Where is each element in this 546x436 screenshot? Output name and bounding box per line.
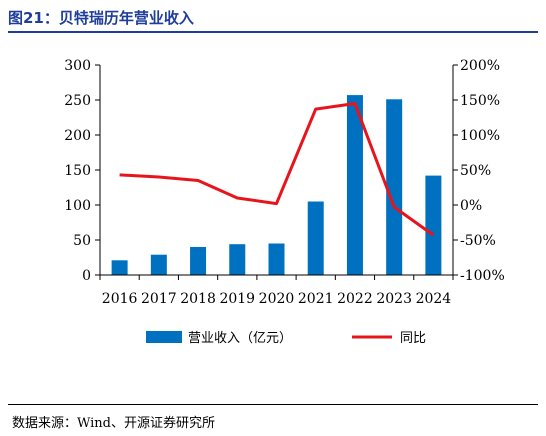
- revenue-bar: [307, 201, 324, 275]
- footer-divider: [8, 404, 538, 405]
- x-tick-label: 2024: [416, 291, 452, 307]
- x-tick-label: 2016: [102, 291, 138, 307]
- left-tick-label: 0: [82, 268, 91, 284]
- x-tick-label: 2018: [180, 291, 216, 307]
- legend: 营业收入（亿元） 同比: [146, 331, 426, 346]
- title-divider: [8, 31, 538, 33]
- right-tick-label: 0%: [460, 198, 482, 214]
- revenue-bar: [150, 254, 167, 275]
- revenue-bar: [268, 243, 285, 275]
- left-tick-label: 300: [64, 58, 91, 74]
- left-tick-label: 150: [64, 163, 91, 179]
- right-tick-label: 50%: [460, 163, 491, 179]
- left-tick-label: 50: [73, 233, 91, 249]
- revenue-bar: [425, 175, 442, 275]
- right-tick-label: 200%: [460, 58, 500, 74]
- legend-bar-swatch: [146, 331, 182, 343]
- legend-bar-label: 营业收入（亿元）: [188, 331, 292, 346]
- x-tick-label: 2020: [259, 291, 295, 307]
- x-tick-label: 2023: [376, 291, 412, 307]
- left-tick-label: 250: [64, 93, 91, 109]
- revenue-bar: [111, 260, 128, 275]
- revenue-bar: [386, 99, 403, 275]
- chart-title: 图21：贝特瑞历年营业收入: [8, 9, 194, 27]
- bar-series: [111, 95, 442, 275]
- revenue-chart: 0 50 100 150 200 250 300 -100% -50% 0% 50% 100% 150%…: [64, 58, 505, 346]
- revenue-bar: [229, 244, 246, 275]
- right-tick-label: -50%: [460, 233, 496, 249]
- axes: 0 50 100 150 200 250 300 -100% -50% 0% 50% 100% 150%…: [64, 58, 505, 307]
- right-tick-label: 150%: [460, 93, 500, 109]
- left-tick-label: 200: [64, 128, 91, 144]
- right-tick-label: -100%: [460, 268, 505, 284]
- yoy-line-series: [119, 102, 435, 237]
- right-tick-label: 100%: [460, 128, 500, 144]
- x-tick-label: 2019: [219, 291, 255, 307]
- legend-line-label: 同比: [400, 331, 426, 346]
- x-tick-label: 2021: [298, 291, 334, 307]
- x-tick-label: 2017: [141, 291, 177, 307]
- yoy-line: [119, 102, 435, 237]
- x-tick-label: 2022: [337, 291, 373, 307]
- revenue-bar: [346, 95, 363, 275]
- left-tick-label: 100: [64, 198, 91, 214]
- revenue-bar: [190, 247, 207, 275]
- source-note: 数据来源：Wind、开源证券研究所: [12, 416, 215, 431]
